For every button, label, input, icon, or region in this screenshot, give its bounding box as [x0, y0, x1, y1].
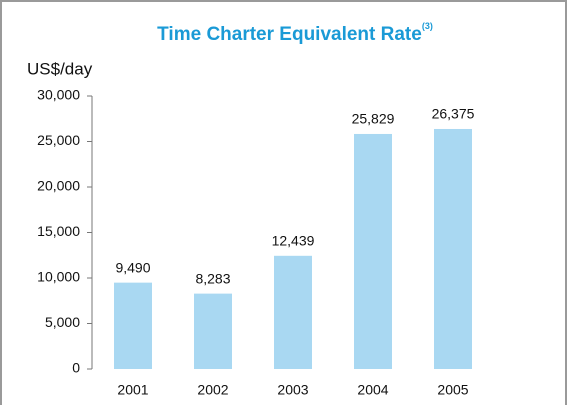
- x-tick-label: 2005: [437, 382, 468, 398]
- y-tick-label: 30,000: [37, 87, 80, 103]
- value-label: 25,829: [352, 111, 395, 127]
- bar: [194, 293, 232, 369]
- x-tick-label: 2004: [357, 382, 388, 398]
- value-label: 9,490: [115, 259, 150, 275]
- y-tick-label: 20,000: [37, 178, 80, 194]
- x-tick-label: 2003: [277, 382, 308, 398]
- y-tick-label: 25,000: [37, 132, 80, 148]
- chart-title: Time Charter Equivalent Rate: [157, 24, 422, 45]
- y-tick-label: 15,000: [37, 223, 80, 239]
- x-tick-label: 2002: [197, 382, 228, 398]
- y-tick-label: 10,000: [37, 269, 80, 285]
- value-label: 8,283: [195, 270, 230, 286]
- y-tick-label: 0: [72, 360, 80, 376]
- value-label: 26,375: [432, 106, 475, 122]
- title-superscript: (3): [422, 21, 433, 31]
- value-label: 12,439: [272, 233, 315, 249]
- bar: [434, 128, 472, 369]
- bar: [274, 255, 312, 369]
- bar: [114, 282, 152, 369]
- bar: [354, 133, 392, 369]
- x-tick-label: 2001: [117, 382, 148, 398]
- chart-title-group: Time Charter Equivalent Rate(3): [157, 21, 433, 45]
- y-tick-label: 5,000: [45, 314, 80, 330]
- y-axis-label: US$/day: [27, 59, 93, 78]
